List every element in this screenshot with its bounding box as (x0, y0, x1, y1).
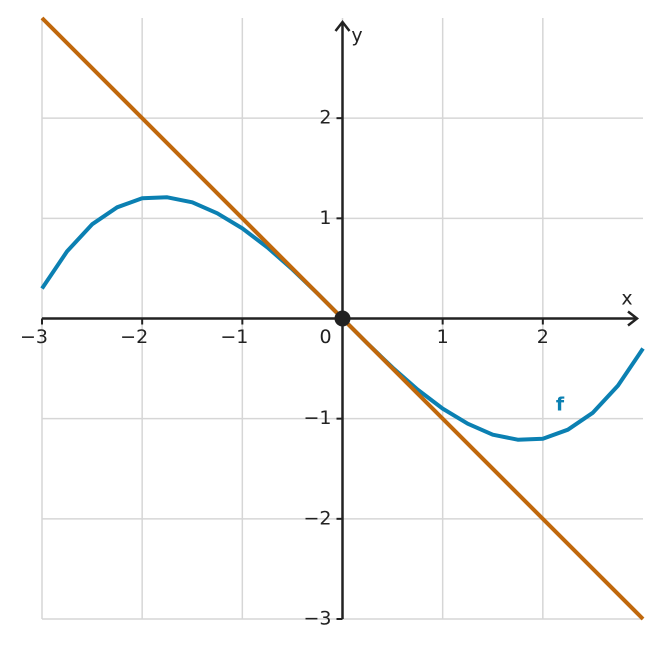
x-tick-label: −3 (20, 326, 48, 348)
point (334, 310, 351, 327)
y-axis-arrow (334, 19, 351, 32)
y-tick-label: 1 (319, 207, 331, 229)
y-tick-label: −2 (303, 507, 331, 529)
y-tick-label: −1 (303, 407, 331, 429)
x-tick-label: 0 (319, 326, 331, 348)
y-tick-label: −3 (303, 608, 331, 630)
x-axis-label: x (621, 288, 632, 310)
x-tick-label: −2 (120, 326, 148, 348)
y-tick-label: 2 (319, 107, 331, 129)
x-tick-label: 1 (437, 326, 449, 348)
x-axis-arrow (627, 310, 640, 327)
y-axis-label: y (351, 25, 362, 47)
series-label: f (556, 394, 565, 416)
x-tick-label: 2 (537, 326, 549, 348)
x-tick-label: −1 (220, 326, 248, 348)
